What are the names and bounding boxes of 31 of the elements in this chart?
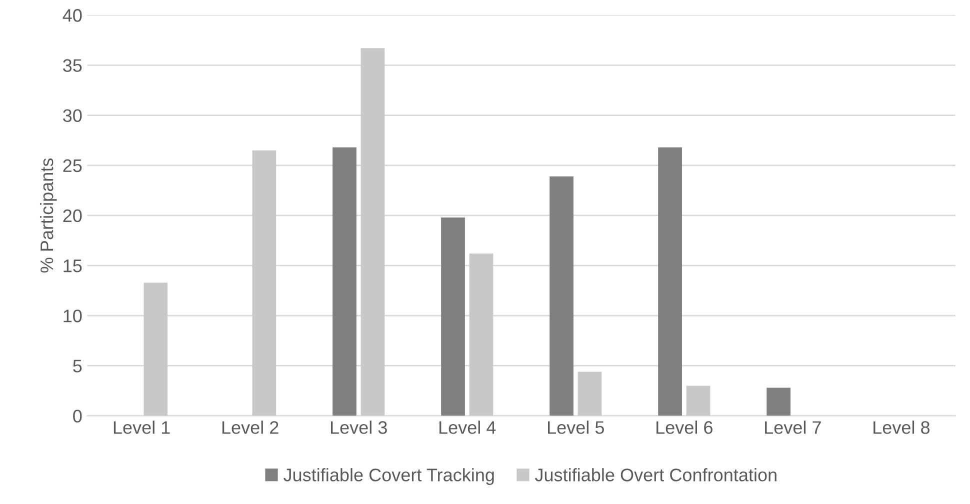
bar <box>766 388 790 416</box>
bar <box>441 217 465 416</box>
x-tick-label: Level 5 <box>548 420 604 434</box>
y-tick-label: 40 <box>62 9 82 22</box>
bar <box>550 176 574 416</box>
x-tick-label: Level 6 <box>656 420 712 434</box>
bar <box>469 254 494 416</box>
y-tick-label: 0 <box>73 410 82 423</box>
y-axis-title: % Participants <box>40 158 57 273</box>
legend-label: Justifiable Covert Tracking <box>284 468 494 485</box>
x-tick-label: Level 4 <box>439 420 496 434</box>
y-tick-label: 20 <box>63 209 82 222</box>
legend-label: Justifiable Overt Confrontation <box>534 468 776 482</box>
y-tick-label: 35 <box>63 59 82 72</box>
x-tick-label: Level 8 <box>874 420 930 434</box>
bar <box>686 386 710 416</box>
y-tick-label: 15 <box>64 260 82 272</box>
y-tick-label: 25 <box>63 159 82 172</box>
x-tick-label: Level 1 <box>114 420 170 434</box>
bar <box>360 48 385 416</box>
x-tick-label: Level 2 <box>222 420 278 434</box>
bar <box>332 147 356 416</box>
x-tick-label: Level 7 <box>765 420 821 434</box>
bar <box>578 372 602 416</box>
bar <box>252 150 276 416</box>
y-tick-label: 10 <box>64 310 82 322</box>
y-tick-label: 30 <box>63 109 82 122</box>
y-tick-label: 5 <box>73 360 82 372</box>
bar <box>144 282 168 416</box>
bar <box>658 147 682 416</box>
x-tick-label: Level 3 <box>330 420 387 434</box>
